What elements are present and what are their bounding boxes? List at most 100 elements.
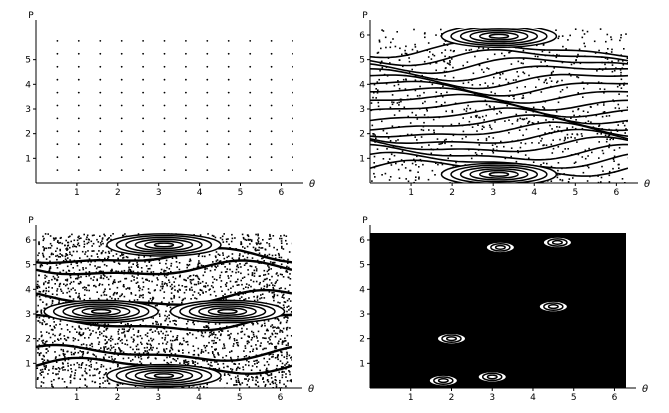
chaotic-point (116, 342, 119, 345)
chaotic-point (503, 55, 506, 57)
chaotic-point (536, 66, 539, 68)
chaotic-point (266, 242, 268, 244)
island-orbit (169, 299, 286, 324)
chaotic-point (449, 60, 451, 62)
chaotic-point (113, 279, 116, 281)
chaotic-point (246, 256, 249, 259)
chaotic-point (123, 330, 126, 333)
chaotic-point (179, 274, 181, 277)
chaotic-point (102, 250, 104, 252)
chaotic-point (470, 48, 473, 51)
chaotic-point (137, 329, 140, 332)
chaotic-point (87, 348, 90, 350)
chaotic-point (260, 262, 262, 264)
chaotic-point (404, 167, 407, 169)
chaotic-point (274, 336, 277, 338)
chaotic-point (270, 374, 273, 376)
chaotic-point (511, 140, 514, 142)
fixed-point (77, 104, 80, 107)
chaotic-point (93, 368, 96, 370)
chaotic-point (550, 132, 553, 135)
chaotic-point (274, 346, 276, 348)
chaotic-point (538, 78, 540, 81)
chaotic-point (253, 272, 256, 275)
chaotic-point (74, 289, 76, 291)
chaotic-point (279, 338, 282, 340)
chaotic-point (82, 273, 85, 275)
chaotic-point (179, 342, 181, 344)
fixed-point (142, 40, 145, 42)
chaotic-point (288, 364, 290, 366)
chaotic-point (109, 275, 112, 278)
chaotic-point (244, 364, 247, 366)
chaotic-point (42, 342, 44, 344)
chaotic-point (240, 296, 243, 298)
chaotic-point (91, 250, 93, 252)
chaotic-point (444, 67, 447, 70)
chaotic-point (109, 367, 112, 370)
island-orbit (477, 370, 508, 384)
chaotic-point (373, 162, 375, 164)
chaotic-point (250, 265, 253, 268)
chaotic-point (277, 301, 279, 304)
chaotic-point (398, 59, 401, 61)
fixed-point (292, 78, 293, 81)
chaotic-point (176, 290, 179, 292)
chaotic-point (220, 280, 223, 282)
chaotic-point (255, 359, 257, 362)
chaotic-point (55, 264, 58, 266)
chaotic-point (462, 117, 464, 119)
chaotic-point (566, 86, 568, 89)
chaotic-point (157, 273, 159, 275)
chaotic-point (582, 81, 584, 84)
chaotic-point (158, 333, 160, 335)
chaotic-point (167, 272, 170, 274)
chaotic-point (103, 349, 105, 351)
chaotic-point (97, 241, 100, 243)
chaotic-point (272, 382, 275, 385)
chaotic-point (557, 37, 560, 40)
chaotic-point (380, 47, 382, 50)
chaotic-point (128, 299, 131, 302)
chaotic-point (378, 41, 381, 43)
chaotic-point (124, 343, 126, 345)
chaotic-point (56, 247, 58, 250)
chaotic-point (57, 339, 60, 341)
chaotic-point (268, 243, 271, 245)
chaotic-point (68, 269, 70, 272)
chaotic-point (253, 275, 256, 277)
chaotic-point (255, 344, 257, 346)
chaotic-point (157, 351, 160, 353)
chaotic-point (239, 372, 242, 375)
chaotic-point (36, 378, 39, 380)
chaotic-point (82, 287, 84, 289)
chaotic-point (250, 285, 252, 288)
chaotic-point (249, 243, 251, 245)
chaotic-point (405, 52, 408, 55)
chaotic-point (267, 363, 270, 366)
chaotic-point (54, 296, 56, 299)
chaotic-point (201, 280, 204, 283)
chaotic-point (608, 146, 610, 149)
chaotic-point (122, 331, 125, 334)
chaotic-point (451, 109, 454, 112)
chaotic-point (173, 327, 176, 329)
chaotic-point (483, 126, 485, 129)
fixed-point (56, 104, 59, 107)
chaotic-point (221, 297, 223, 299)
invariant-curve (370, 73, 628, 90)
chaotic-point (284, 315, 287, 318)
fixed-point (99, 143, 102, 146)
chaotic-point (214, 236, 217, 239)
chaotic-point (156, 277, 158, 279)
chaotic-point (272, 286, 274, 289)
chaotic-point (233, 363, 235, 365)
chaotic-point (215, 348, 217, 350)
chaotic-point (173, 323, 176, 325)
chaotic-point (236, 339, 238, 341)
chaotic-point (257, 361, 260, 363)
chaotic-point (613, 155, 616, 158)
chaotic-point (265, 256, 268, 259)
chaotic-point (127, 287, 129, 289)
